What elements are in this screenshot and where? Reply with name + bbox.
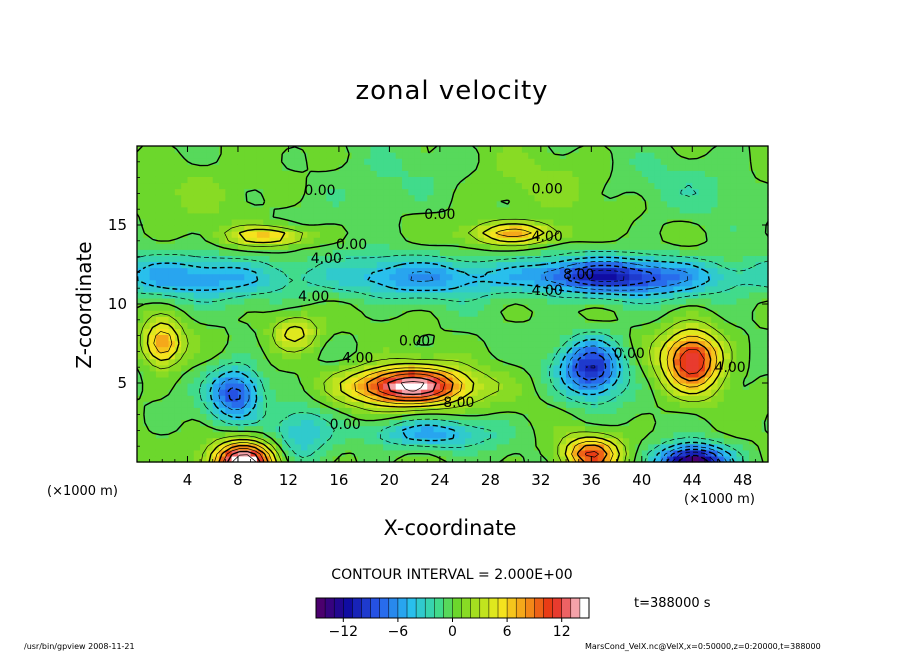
x-tick-label: 44 [683, 471, 702, 489]
colorbar-swatch [397, 598, 408, 618]
contour-interval: CONTOUR INTERVAL = 2.000E+00 [331, 567, 573, 583]
colorbar-swatch [488, 598, 499, 618]
x-axis: 4 8 12 16 20 24 28 32 36 40 44 48 [149, 146, 756, 489]
x-tick-label: 40 [632, 471, 651, 489]
x-tick-label: 28 [481, 471, 500, 489]
contour-level [217, 260, 727, 463]
colorbar-swatch [579, 598, 590, 618]
colorbar-swatch [561, 598, 572, 618]
time-label: t=388000 s [634, 596, 711, 611]
contour-label: 0.00 [424, 207, 455, 223]
contour-label: 0.00 [532, 182, 563, 198]
colorbar-tick-label: 6 [503, 624, 512, 640]
contour-label: 0.00 [399, 333, 430, 349]
colorbar-swatch [507, 598, 517, 618]
contour-label: 4.00 [311, 251, 342, 267]
colorbar-swatch [525, 598, 535, 618]
colorbar-swatch [343, 598, 353, 618]
contour-level [227, 264, 721, 463]
x-tick-label: 48 [733, 471, 752, 489]
colorbar-swatch [443, 598, 453, 618]
contour-label: 8.00 [443, 395, 474, 411]
colorbar-tick-label: 0 [448, 624, 457, 640]
footer-source: MarsCond_VelX.nc@VelX,x=0:50000,z=0:2000… [585, 642, 821, 651]
contour-lines [136, 145, 769, 463]
colorbar-swatch [452, 598, 463, 618]
colorbar-swatch [479, 598, 490, 618]
contour-label: 8.00 [563, 267, 594, 283]
x-tick-label: 36 [582, 471, 601, 489]
colorbar-swatch [325, 598, 335, 618]
colorbar-tick-label: −6 [388, 624, 409, 640]
contour-level [146, 223, 725, 463]
contour-label: 0.00 [336, 237, 367, 253]
x-unit-left: (×1000 m) [47, 484, 118, 499]
contour-label: 0.00 [330, 417, 361, 433]
colorbar-swatch [461, 598, 472, 618]
y-axis: 5 10 15 [108, 161, 768, 447]
y-tick-label: 10 [108, 295, 127, 313]
x-tick-label: 32 [531, 471, 550, 489]
contour-level [218, 341, 712, 463]
colorbar-swatch [370, 598, 381, 618]
x-axis-label: X-coordinate [383, 516, 517, 540]
colorbar-swatch [552, 598, 563, 618]
colorbar-swatch [416, 598, 426, 618]
colorbar: −12 −6 0 6 12 [315, 597, 590, 640]
x-tick-label: 20 [380, 471, 399, 489]
chart-title: zonal velocity [355, 76, 549, 106]
x-tick-label: 16 [329, 471, 348, 489]
colorbar-swatch [498, 598, 508, 618]
colorbar-swatch [516, 598, 526, 618]
x-tick-label: 4 [183, 471, 193, 489]
colorbar-swatch [470, 598, 481, 618]
contour-level [139, 218, 733, 463]
colorbar-swatch [316, 598, 326, 618]
y-tick-label: 15 [108, 216, 127, 234]
contour-labels: 0.00 0.000.004.000.004.008.004.004.000.00… [298, 182, 746, 433]
x-tick-label: 24 [430, 471, 449, 489]
footer-program: /usr/bin/gpview 2008-11-21 [24, 642, 135, 651]
y-axis-label: Z-coordinate [72, 241, 96, 369]
colorbar-tick-label: −12 [329, 624, 359, 640]
y-tick-label: 5 [117, 374, 127, 392]
colorbar-swatch [388, 598, 399, 618]
colorbar-swatch [361, 598, 372, 618]
contour-label: 4.00 [532, 283, 563, 299]
colorbar-swatch [407, 598, 417, 618]
colorbar-tick-label: 12 [553, 624, 571, 640]
x-tick-label: 12 [279, 471, 298, 489]
colorbar-swatch [379, 598, 390, 618]
contour-label: 4.00 [342, 351, 373, 367]
colorbar-swatch [334, 598, 344, 618]
colorbar-swatch [434, 598, 444, 618]
colorbar-swatch [543, 598, 554, 618]
contour-level [153, 228, 718, 463]
colorbar-swatch [352, 598, 362, 618]
colorbar-swatch [570, 598, 581, 618]
contour-label: 0.00 [614, 346, 645, 362]
contour-level [136, 256, 735, 463]
x-unit-right: (×1000 m) [684, 492, 755, 507]
contour-level [222, 348, 705, 463]
x-tick-label: 8 [233, 471, 243, 489]
colorbar-swatch [534, 598, 544, 618]
colorbar-swatch [425, 598, 435, 618]
contour-level [584, 269, 715, 463]
contour-level [226, 376, 437, 463]
contour-label: 4.00 [532, 229, 563, 245]
contour-label: 4.00 [715, 360, 746, 376]
contour-level [136, 185, 769, 463]
contour-label: 0.00 [304, 183, 335, 199]
contour-label: 4.00 [298, 289, 329, 305]
